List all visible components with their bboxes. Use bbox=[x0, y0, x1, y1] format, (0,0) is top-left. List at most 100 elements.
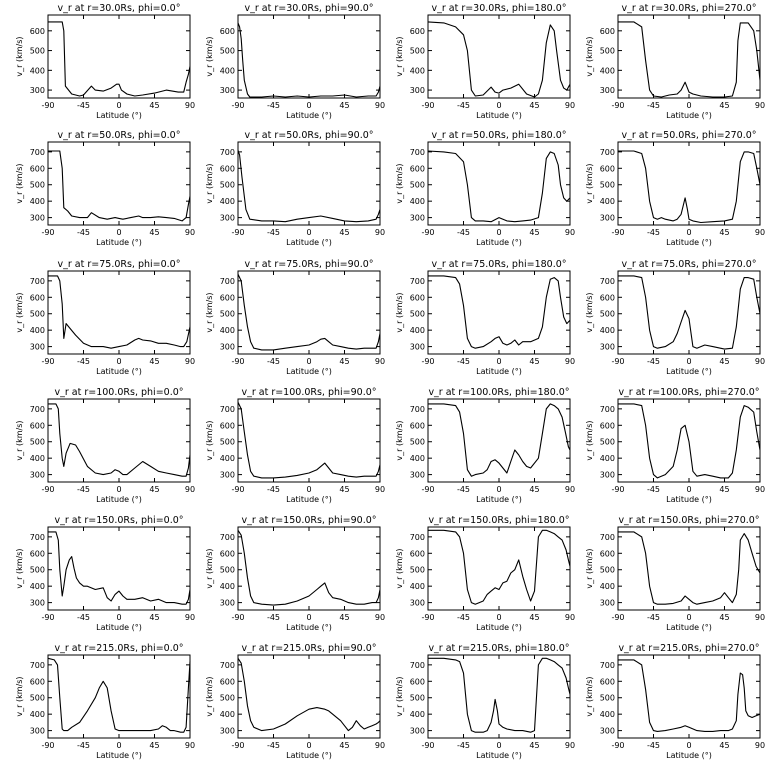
y-axis-label: v_r (km/s) bbox=[205, 548, 214, 588]
series-line bbox=[237, 274, 381, 351]
y-axis-label: v_r (km/s) bbox=[15, 420, 24, 460]
panel-23: v_r at r=215.0Rs, phi=180.0° -90 -45 0 45 90 3… bbox=[395, 643, 575, 760]
y-tick-label: 300 bbox=[220, 471, 235, 480]
x-tick-label: 90 bbox=[565, 101, 575, 110]
y-tick-label: 300 bbox=[30, 343, 45, 352]
x-tick-label: 45 bbox=[339, 741, 349, 750]
x-axis-label: Latitude (°) bbox=[476, 367, 522, 376]
plot-frame bbox=[617, 270, 761, 355]
y-tick-label: 400 bbox=[220, 66, 235, 75]
x-tick-label: 90 bbox=[375, 485, 385, 494]
panel-title: v_r at r=150.0Rs, phi=270.0° bbox=[618, 515, 759, 526]
y-tick-label: 400 bbox=[600, 197, 615, 206]
x-tick-label: -90 bbox=[41, 741, 54, 750]
y-tick-label: 600 bbox=[410, 421, 425, 430]
x-tick-label: 45 bbox=[339, 101, 349, 110]
y-tick-label: 400 bbox=[220, 582, 235, 591]
x-tick-label: -90 bbox=[231, 613, 244, 622]
plot-frame bbox=[427, 654, 571, 739]
y-tick-label: 500 bbox=[600, 438, 615, 447]
x-tick-label: -90 bbox=[231, 357, 244, 366]
y-tick-label: 300 bbox=[410, 727, 425, 736]
x-tick-label: -45 bbox=[647, 741, 660, 750]
y-tick-label: 500 bbox=[30, 310, 45, 319]
plot-frame bbox=[47, 654, 191, 739]
x-tick-label: -90 bbox=[41, 228, 54, 237]
x-tick-label: 45 bbox=[339, 485, 349, 494]
x-tick-label: 90 bbox=[755, 101, 765, 110]
x-tick-label: -45 bbox=[647, 485, 660, 494]
y-tick-label: 400 bbox=[30, 582, 45, 591]
panel-title: v_r at r=100.0Rs, phi=90.0° bbox=[241, 387, 376, 398]
y-tick-label: 600 bbox=[410, 27, 425, 36]
series-line bbox=[427, 150, 571, 223]
x-tick-label: -45 bbox=[267, 228, 280, 237]
x-axis-label: Latitude (°) bbox=[286, 623, 332, 632]
x-tick-label: 0 bbox=[116, 613, 121, 622]
plot-frame bbox=[237, 654, 381, 739]
series-line bbox=[48, 150, 191, 222]
panel-title: v_r at r=75.0Rs, phi=0.0° bbox=[58, 259, 181, 270]
series-line bbox=[48, 403, 191, 477]
x-tick-label: -45 bbox=[77, 228, 90, 237]
x-tick-label: 0 bbox=[116, 357, 121, 366]
series-line bbox=[428, 275, 571, 349]
y-axis-label: v_r (km/s) bbox=[395, 163, 404, 203]
y-tick-label: 700 bbox=[30, 661, 45, 670]
x-tick-label: 45 bbox=[339, 613, 349, 622]
x-tick-label: 0 bbox=[306, 228, 311, 237]
x-tick-label: 0 bbox=[116, 485, 121, 494]
y-tick-label: 300 bbox=[30, 471, 45, 480]
x-axis-label: Latitude (°) bbox=[666, 367, 712, 376]
x-tick-label: 45 bbox=[529, 613, 539, 622]
x-tick-label: 0 bbox=[496, 357, 501, 366]
series-line bbox=[237, 150, 381, 223]
y-axis-label: v_r (km/s) bbox=[585, 292, 594, 332]
plot-frame bbox=[237, 270, 381, 355]
panel-13: v_r at r=100.0Rs, phi=0.0° -90 -45 0 45 90 300… bbox=[15, 387, 195, 504]
x-tick-label: 90 bbox=[565, 357, 575, 366]
plot-frame bbox=[427, 398, 571, 483]
y-tick-label: 700 bbox=[30, 148, 45, 157]
y-tick-label: 400 bbox=[220, 197, 235, 206]
plot-frame bbox=[47, 270, 191, 355]
x-tick-label: 0 bbox=[306, 613, 311, 622]
x-tick-label: -90 bbox=[231, 101, 244, 110]
x-tick-label: 90 bbox=[565, 613, 575, 622]
x-axis-label: Latitude (°) bbox=[286, 367, 332, 376]
x-tick-label: 90 bbox=[565, 741, 575, 750]
y-tick-label: 300 bbox=[220, 214, 235, 223]
x-tick-label: -45 bbox=[77, 613, 90, 622]
x-tick-label: 45 bbox=[529, 741, 539, 750]
y-axis-label: v_r (km/s) bbox=[15, 36, 24, 76]
y-tick-label: 400 bbox=[600, 66, 615, 75]
y-axis-label: v_r (km/s) bbox=[585, 36, 594, 76]
x-tick-label: 45 bbox=[149, 485, 159, 494]
y-tick-label: 300 bbox=[410, 471, 425, 480]
series-line bbox=[48, 21, 191, 97]
y-tick-label: 400 bbox=[410, 454, 425, 463]
panel-12: v_r at r=75.0Rs, phi=270.0° -90 -45 0 45 90 30… bbox=[585, 259, 765, 376]
x-tick-label: 0 bbox=[686, 741, 691, 750]
x-tick-label: -90 bbox=[231, 741, 244, 750]
y-tick-label: 400 bbox=[30, 326, 45, 335]
x-tick-label: 45 bbox=[149, 613, 159, 622]
series-line bbox=[428, 529, 571, 605]
panel-2: v_r at r=30.0Rs, phi=90.0° -90 -45 0 45 90 300… bbox=[205, 3, 385, 120]
x-tick-label: 0 bbox=[686, 485, 691, 494]
y-tick-label: 500 bbox=[410, 310, 425, 319]
y-tick-label: 500 bbox=[600, 566, 615, 575]
x-tick-label: 90 bbox=[565, 228, 575, 237]
y-tick-label: 300 bbox=[220, 727, 235, 736]
series-line bbox=[237, 529, 381, 606]
x-tick-label: 90 bbox=[375, 613, 385, 622]
y-tick-label: 600 bbox=[220, 27, 235, 36]
panel-title: v_r at r=215.0Rs, phi=270.0° bbox=[618, 643, 759, 654]
panel-6: v_r at r=50.0Rs, phi=90.0° -90 -45 0 45 90 300… bbox=[205, 130, 385, 247]
x-axis-label: Latitude (°) bbox=[96, 495, 142, 504]
x-tick-label: -45 bbox=[457, 101, 470, 110]
x-tick-label: 0 bbox=[496, 101, 501, 110]
y-tick-label: 300 bbox=[30, 727, 45, 736]
x-tick-label: 0 bbox=[496, 228, 501, 237]
x-tick-label: -90 bbox=[421, 101, 434, 110]
